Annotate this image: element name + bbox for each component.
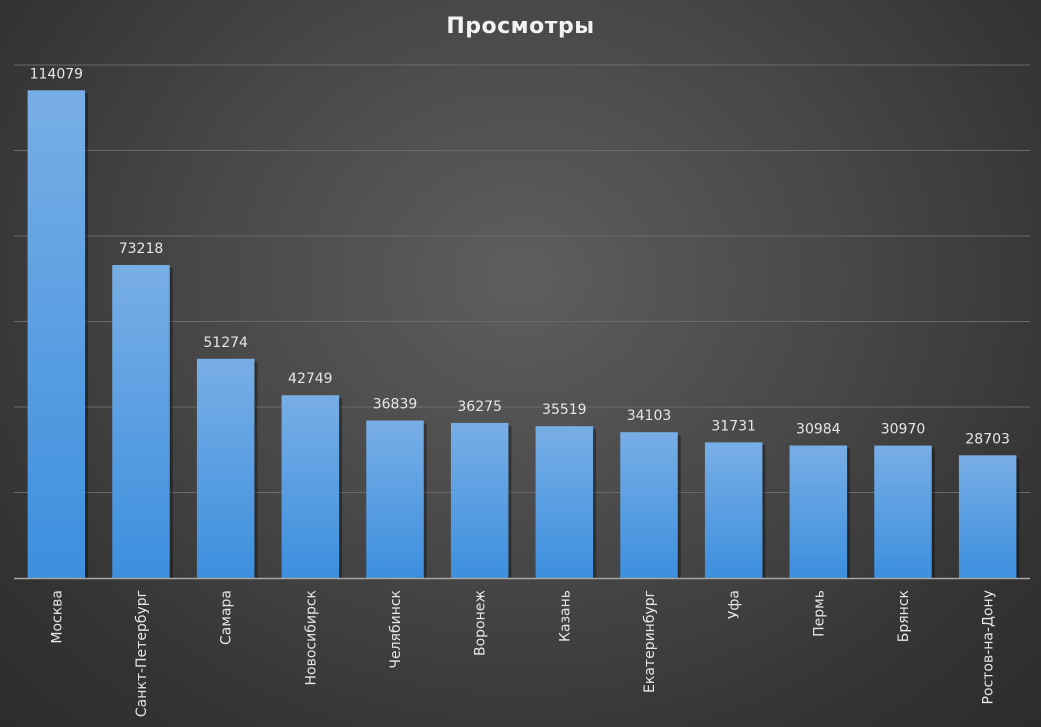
bar [958, 455, 1017, 578]
category-labels: Москва Санкт-Петербург Самара Новосибирск Че… [49, 590, 996, 718]
category-label: Воронеж [473, 590, 489, 656]
data-label: 114079 [30, 66, 83, 82]
category-label: Москва [49, 590, 65, 644]
category-label: Санкт-Петербург [134, 590, 150, 717]
bar [704, 442, 763, 578]
bar [281, 395, 340, 578]
chart-title: Просмотры [446, 14, 595, 39]
bar [27, 90, 86, 578]
bar [535, 426, 594, 578]
data-label: 51274 [203, 335, 248, 351]
bars [27, 90, 1020, 578]
category-label: Самара [219, 590, 235, 645]
data-label: 36275 [457, 399, 502, 415]
category-label: Пермь [811, 590, 827, 637]
category-label: Брянск [896, 590, 912, 642]
data-label: 31731 [711, 418, 756, 434]
data-label: 34103 [627, 408, 672, 424]
gridlines [14, 64, 1030, 493]
data-label: 35519 [542, 402, 587, 418]
bar [450, 422, 509, 578]
data-labels: 114079 73218 51274 42749 36839 36275 35519 3410… [30, 66, 1010, 447]
category-label: Челябинск [388, 590, 404, 669]
data-label: 73218 [119, 241, 164, 257]
category-label: Новосибирск [303, 590, 319, 685]
category-label: Екатеринбург [642, 590, 658, 693]
bar [112, 264, 170, 578]
data-label: 30984 [796, 422, 841, 438]
bar [874, 445, 932, 578]
bar [789, 445, 848, 578]
category-label: Уфа [727, 590, 743, 619]
data-label: 28703 [965, 431, 1010, 447]
bar [196, 358, 255, 578]
data-label: 36839 [373, 397, 418, 413]
data-label: 30970 [881, 422, 926, 438]
data-label: 42749 [288, 371, 333, 387]
category-label: Ростов-на-Дону [981, 590, 997, 704]
bar [620, 432, 678, 578]
bar [366, 420, 424, 578]
category-label: Казань [557, 590, 573, 642]
